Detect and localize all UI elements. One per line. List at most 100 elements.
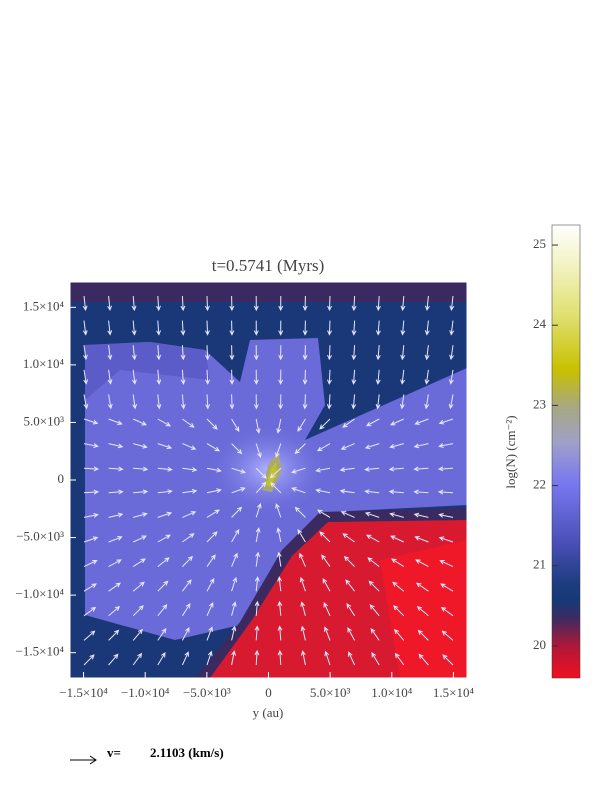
velocity-arrow bbox=[440, 583, 454, 592]
velocity-arrow bbox=[156, 369, 162, 385]
velocity-arrow bbox=[83, 583, 97, 592]
velocity-arrow bbox=[83, 489, 100, 495]
velocity-arrow bbox=[294, 506, 306, 518]
velocity-arrow bbox=[342, 418, 355, 428]
velocity-arrow bbox=[277, 600, 283, 616]
velocity-arrow bbox=[448, 394, 454, 410]
y-tick-label: 1.0×10⁴ bbox=[23, 356, 65, 371]
velocity-arrow bbox=[229, 345, 235, 361]
velocity-arrow bbox=[400, 345, 406, 361]
velocity-arrows bbox=[82, 295, 455, 666]
velocity-arrow bbox=[231, 506, 243, 518]
velocity-arrow bbox=[231, 625, 237, 641]
velocity-arrow bbox=[205, 369, 210, 385]
velocity-arrow bbox=[424, 369, 430, 385]
velocity-arrow bbox=[324, 650, 331, 666]
velocity-arrow bbox=[299, 576, 306, 592]
velocity-arrow bbox=[367, 557, 380, 567]
velocity-arrow bbox=[276, 527, 282, 543]
velocity-arrow bbox=[400, 369, 406, 385]
velocity-arrow bbox=[342, 533, 355, 543]
velocity-arrow bbox=[180, 295, 186, 312]
velocity-arrow bbox=[369, 604, 380, 617]
velocity-arrow bbox=[156, 320, 162, 336]
x-tick-label: −1.0×10⁴ bbox=[121, 685, 170, 700]
velocity-arrow bbox=[253, 320, 259, 336]
velocity-arrow bbox=[131, 295, 137, 312]
density-map bbox=[70, 282, 467, 678]
velocity-arrow bbox=[315, 467, 331, 473]
velocity-arrow bbox=[300, 601, 306, 616]
velocity-arrow bbox=[413, 489, 429, 495]
velocity-arrow bbox=[182, 579, 192, 592]
velocity-arrow bbox=[439, 560, 454, 568]
velocity-arrow bbox=[442, 654, 454, 666]
velocity-arrow bbox=[157, 443, 173, 450]
velocity-arrow bbox=[254, 576, 260, 592]
colorbar-tick-label: 20 bbox=[533, 637, 546, 652]
velocity-arrow bbox=[327, 295, 333, 312]
velocity-arrow bbox=[255, 527, 261, 543]
velocity-arrow bbox=[205, 345, 210, 361]
velocity-arrow bbox=[206, 467, 222, 473]
velocity-arrow bbox=[364, 443, 380, 450]
velocity-arrow bbox=[414, 418, 429, 425]
velocity-arrow bbox=[229, 369, 235, 385]
velocity-arrow bbox=[340, 443, 355, 450]
velocity-arrow bbox=[131, 320, 137, 336]
velocity-arrow bbox=[206, 443, 220, 452]
velocity-arrow bbox=[302, 394, 308, 410]
velocity-arrow bbox=[351, 345, 357, 361]
velocity-arrow bbox=[400, 295, 406, 312]
velocity-arrow bbox=[231, 601, 237, 616]
velocity-arrow bbox=[277, 625, 283, 641]
velocity-arrow bbox=[107, 394, 113, 410]
velocity-arrow bbox=[182, 511, 197, 518]
velocity-arrow bbox=[253, 394, 259, 410]
velocity-arrow bbox=[181, 603, 191, 617]
colorbar-tick-label: 23 bbox=[533, 396, 546, 411]
velocity-arrow bbox=[182, 488, 198, 494]
velocity-arrow bbox=[231, 443, 243, 455]
velocity-arrow bbox=[83, 418, 99, 425]
x-tick-label: −5.0×10³ bbox=[183, 685, 231, 700]
x-axis-label: y (au) bbox=[253, 705, 284, 720]
velocity-arrow bbox=[231, 650, 236, 666]
velocity-arrow bbox=[157, 557, 170, 567]
velocity-arrow bbox=[180, 345, 186, 361]
velocity-arrow bbox=[277, 649, 283, 666]
velocity-arrow bbox=[157, 604, 168, 617]
velocity-arrow bbox=[254, 649, 260, 666]
x-tick-label: 1.5×10⁴ bbox=[433, 685, 475, 700]
velocity-arrow bbox=[302, 295, 308, 312]
velocity-arrow bbox=[394, 628, 405, 641]
velocity-arrow bbox=[416, 606, 429, 617]
colorbar-tick-label: 22 bbox=[533, 477, 546, 492]
velocity-arrow bbox=[302, 369, 308, 385]
velocity-arrow bbox=[290, 467, 306, 474]
velocity-arrow bbox=[340, 511, 355, 518]
velocity-arrow bbox=[206, 418, 218, 430]
velocity-arrow bbox=[205, 394, 211, 410]
velocity-arrow bbox=[440, 606, 454, 617]
velocity-arrow bbox=[302, 345, 308, 361]
velocity-arrow bbox=[255, 418, 261, 434]
velocity-arrow bbox=[418, 653, 429, 666]
velocity-arrow bbox=[108, 629, 120, 641]
velocity-arrow bbox=[182, 443, 197, 450]
velocity-arrow bbox=[448, 369, 454, 385]
velocity-arrow bbox=[413, 512, 429, 518]
velocity-arrow bbox=[322, 577, 331, 592]
velocity-arrow bbox=[206, 531, 218, 543]
velocity-arrow bbox=[324, 626, 331, 641]
velocity-arrow bbox=[415, 582, 429, 592]
velocity-arrow bbox=[321, 554, 331, 567]
velocity-arrow bbox=[277, 576, 283, 592]
velocity-arrow bbox=[339, 467, 355, 473]
velocity-arrow bbox=[424, 394, 430, 410]
velocity-arrow bbox=[108, 489, 124, 495]
velocity-arrow bbox=[275, 443, 282, 458]
velocity-arrow bbox=[278, 369, 284, 385]
colorbar-tick-label: 25 bbox=[533, 236, 546, 251]
